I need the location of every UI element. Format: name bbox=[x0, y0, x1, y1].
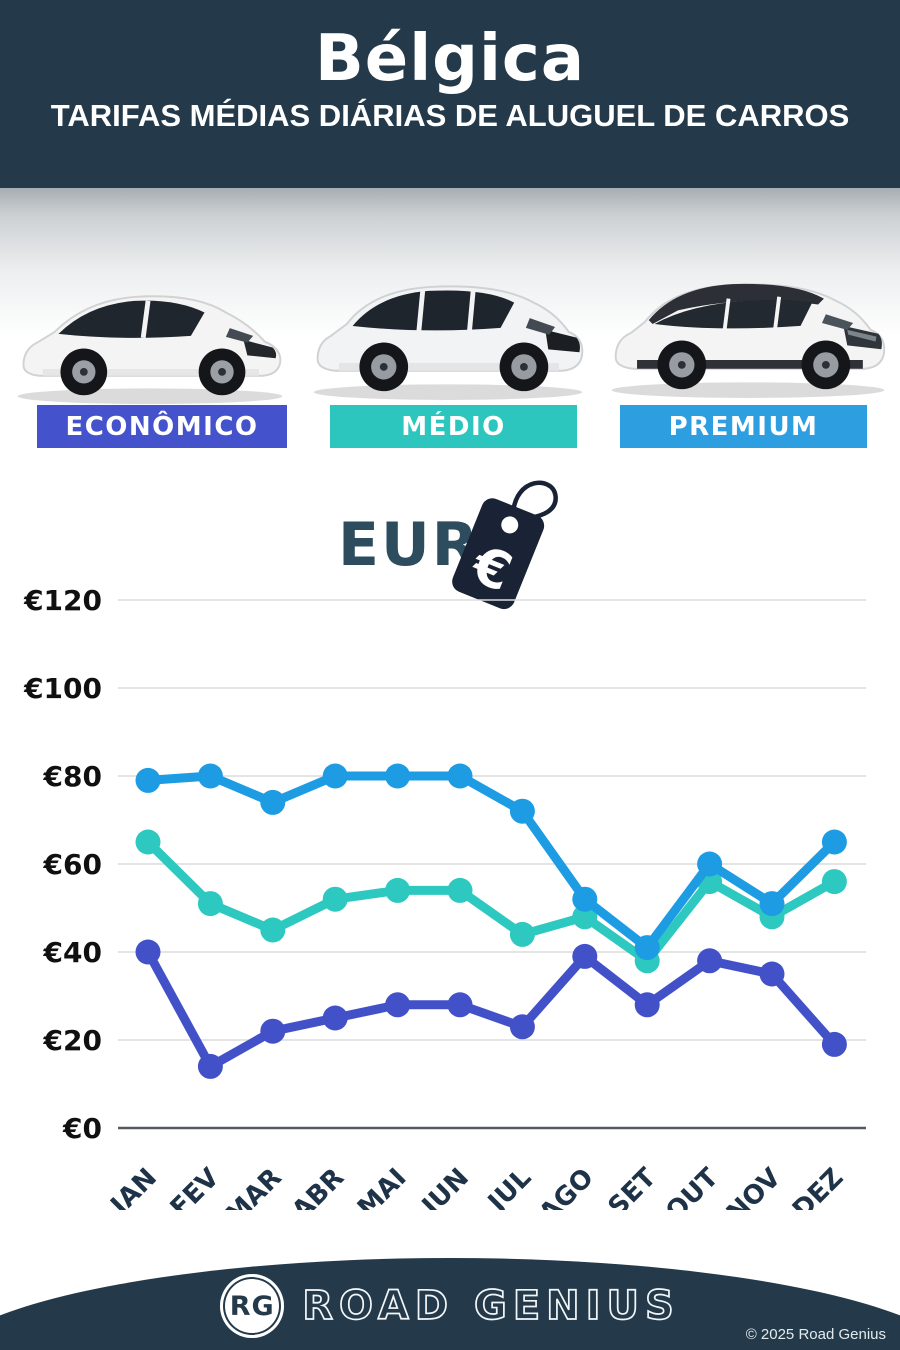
data-point-marker bbox=[697, 948, 723, 974]
data-point-marker bbox=[759, 891, 785, 917]
series-line-mdio bbox=[143, 837, 839, 966]
data-point-marker bbox=[135, 939, 161, 965]
x-axis-month-label: MAI bbox=[352, 1163, 413, 1210]
data-point-marker bbox=[572, 886, 598, 912]
price-tag-euro-icon: € bbox=[452, 480, 558, 610]
badge-economy-label: ECONÔMICO bbox=[65, 411, 259, 442]
x-axis-month-label: MAR bbox=[220, 1163, 288, 1210]
data-point-marker bbox=[821, 829, 847, 855]
badge-midsize: MÉDIO bbox=[330, 405, 577, 448]
x-axis-month-label: SET bbox=[603, 1163, 663, 1210]
data-point-marker bbox=[385, 992, 411, 1018]
data-point-marker bbox=[509, 798, 535, 824]
data-point-marker bbox=[197, 763, 223, 789]
data-point-marker bbox=[260, 917, 286, 943]
x-axis-month-label: ABR bbox=[287, 1163, 351, 1210]
badge-economy: ECONÔMICO bbox=[37, 405, 287, 448]
badge-premium: PREMIUM bbox=[620, 405, 867, 448]
data-point-marker bbox=[821, 1031, 847, 1057]
data-point-marker bbox=[759, 961, 785, 987]
data-point-marker bbox=[197, 891, 223, 917]
y-axis-tick-label: €100 bbox=[23, 672, 102, 705]
road-genius-logo: RG ROAD GENIUS bbox=[0, 1274, 900, 1338]
data-point-marker bbox=[322, 886, 348, 912]
data-point-marker bbox=[821, 869, 847, 895]
x-axis-month-label: JUL bbox=[481, 1163, 537, 1210]
data-point-marker bbox=[260, 789, 286, 815]
x-axis-month-label: NOV bbox=[721, 1163, 787, 1210]
data-point-marker bbox=[385, 877, 411, 903]
data-point-marker bbox=[572, 943, 598, 969]
x-axis-month-label: AGO bbox=[534, 1163, 600, 1210]
data-point-marker bbox=[385, 763, 411, 789]
x-axis-month-label: DEZ bbox=[787, 1163, 849, 1210]
data-point-marker bbox=[322, 763, 348, 789]
x-axis-month-label: FEV bbox=[165, 1163, 226, 1210]
data-point-marker bbox=[509, 1014, 535, 1040]
page-title: Bélgica bbox=[315, 22, 585, 96]
badge-premium-label: PREMIUM bbox=[668, 411, 819, 442]
data-point-marker bbox=[634, 935, 660, 961]
rg-logo-circle-icon: RG bbox=[220, 1274, 285, 1338]
x-axis-month-label: OUT bbox=[660, 1163, 724, 1210]
data-point-marker bbox=[447, 992, 473, 1018]
data-point-marker bbox=[447, 877, 473, 903]
y-axis-tick-label: €80 bbox=[43, 760, 102, 793]
midsize-car-image bbox=[313, 285, 584, 400]
data-point-marker bbox=[697, 851, 723, 877]
y-axis-tick-label: €0 bbox=[62, 1112, 102, 1145]
y-axis-tick-label: €120 bbox=[23, 584, 102, 617]
header: Bélgica TARIFAS MÉDIAS DIÁRIAS DE ALUGUE… bbox=[0, 0, 900, 188]
x-axis-month-label: JAN bbox=[104, 1163, 163, 1210]
y-axis-tick-label: €60 bbox=[43, 848, 102, 881]
currency-label: EUR bbox=[338, 510, 480, 580]
y-axis-tick-label: €40 bbox=[43, 936, 102, 969]
page-subtitle: TARIFAS MÉDIAS DIÁRIAS DE ALUGUEL DE CAR… bbox=[50, 98, 850, 133]
data-point-marker bbox=[260, 1018, 286, 1044]
data-point-marker bbox=[322, 1005, 348, 1031]
badge-midsize-label: MÉDIO bbox=[401, 411, 506, 442]
y-axis-tick-label: €20 bbox=[43, 1024, 102, 1057]
data-point-marker bbox=[135, 829, 161, 855]
series-line-econmico bbox=[143, 947, 839, 1071]
footer: RG ROAD GENIUS © 2025 Road Genius bbox=[0, 1258, 900, 1350]
data-point-marker bbox=[634, 992, 660, 1018]
premium-car-image bbox=[611, 283, 886, 398]
data-point-marker bbox=[572, 904, 598, 930]
x-axis-month-label: JUN bbox=[415, 1163, 475, 1210]
copyright-text: © 2025 Road Genius bbox=[745, 1326, 886, 1343]
data-point-marker bbox=[447, 763, 473, 789]
currency-section: EUR € bbox=[0, 455, 900, 615]
data-point-marker bbox=[509, 921, 535, 947]
data-point-marker bbox=[135, 767, 161, 793]
logo-monogram: RG bbox=[229, 1290, 275, 1322]
brand-name: ROAD GENIUS bbox=[301, 1282, 680, 1330]
economy-car-image bbox=[17, 295, 283, 404]
data-point-marker bbox=[197, 1053, 223, 1079]
